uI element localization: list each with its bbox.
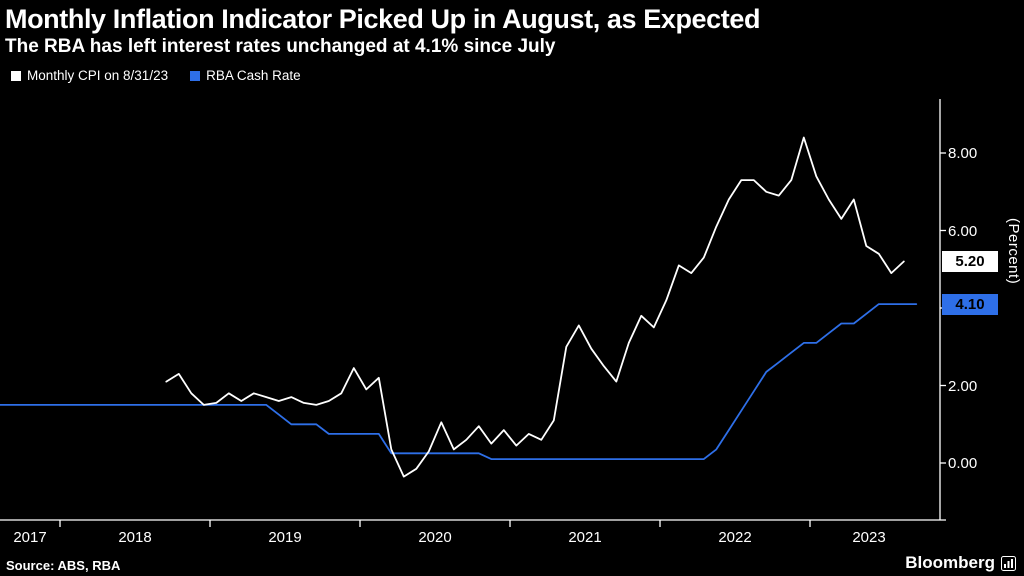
x-axis-label: 2018	[118, 529, 152, 546]
cpi-value-badge: 5.20	[942, 251, 998, 272]
cash-rate-legend-swatch-icon	[190, 70, 201, 81]
cpi-line	[165, 136, 905, 478]
legend: Monthly CPI on 8/31/23 RBA Cash Rate	[11, 68, 1018, 83]
x-axis-label: 2019	[268, 529, 302, 546]
x-axis-ticks	[59, 520, 811, 527]
y-axis-label: 0.00	[948, 455, 978, 472]
chart-subtitle: The RBA has left interest rates unchange…	[5, 36, 556, 58]
bloomberg-logo-text: Bloomberg	[905, 553, 995, 572]
y-axis-unit-label: (Percent)	[1005, 218, 1022, 285]
chart-header: Monthly Inflation Indicator Picked Up in…	[0, 0, 1024, 83]
x-axis-label: 2022	[718, 529, 752, 546]
cpi-legend-swatch-icon	[11, 70, 21, 81]
x-axis-label: 2020	[418, 529, 452, 546]
cash-rate-value-badge: 4.10	[942, 293, 998, 315]
legend-item-cash-rate: RBA Cash Rate	[190, 68, 301, 83]
source-note: Source: ABS, RBA	[6, 558, 121, 573]
x-axis-label: 2017	[13, 529, 47, 546]
cash-rate-line	[0, 303, 918, 461]
legend-item-cpi: Monthly CPI on 8/31/23	[11, 68, 168, 83]
legend-label-cpi: Monthly CPI on 8/31/23	[27, 68, 169, 84]
y-axis-label: 6.00	[948, 222, 978, 240]
x-axis-label: 2023	[852, 529, 886, 546]
x-axis-label: 2021	[568, 529, 602, 546]
bloomberg-logo: Bloomberg	[905, 553, 1016, 573]
y-axis-label: 2.00	[948, 377, 978, 395]
page-title: Monthly Inflation Indicator Picked Up in…	[5, 4, 761, 34]
y-axis-label: 8.00	[948, 145, 978, 162]
chart-bars-icon	[1001, 555, 1016, 571]
legend-label-cash-rate: RBA Cash Rate	[206, 68, 301, 84]
